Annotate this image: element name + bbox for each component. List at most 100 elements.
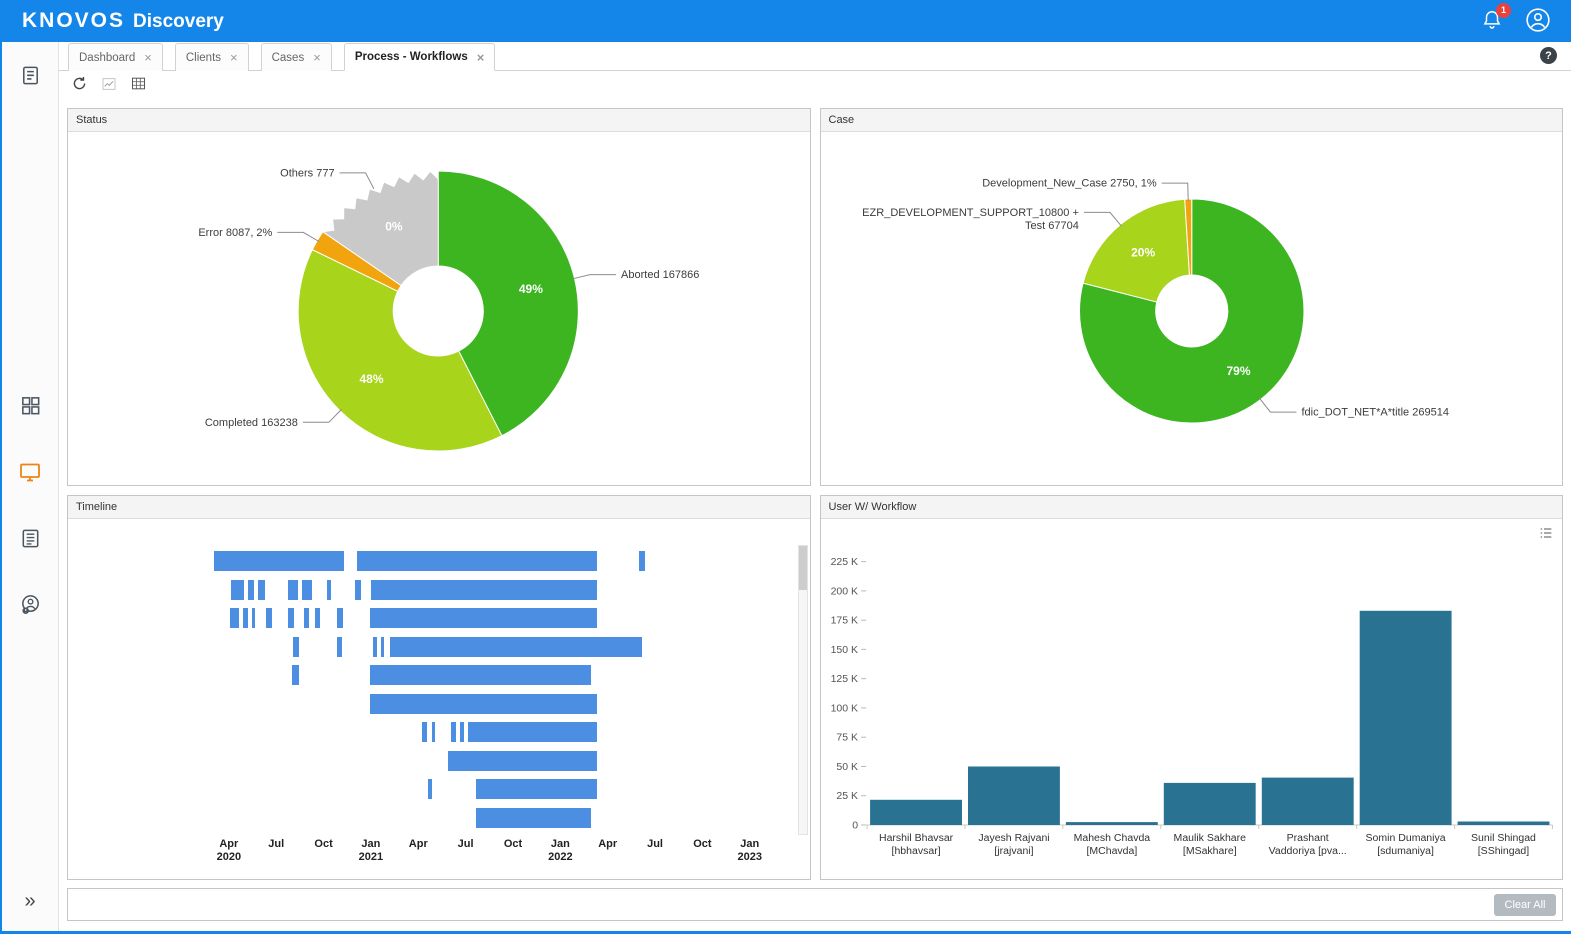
timeline-bar[interactable] <box>231 579 244 600</box>
panel-timeline-header: Timeline <box>68 496 810 519</box>
timeline-bar[interactable] <box>251 608 256 628</box>
bar-harshil-bhavsar[interactable] <box>869 799 962 825</box>
help-button[interactable]: ? <box>1540 47 1557 64</box>
timeline-bar[interactable] <box>475 779 597 799</box>
sidebar-item-dashboard[interactable] <box>13 388 48 426</box>
bar-category-label: Sunil Shingad <box>1471 832 1536 844</box>
sidebar-item-documents[interactable] <box>13 58 48 96</box>
timeline-bar[interactable] <box>336 636 342 657</box>
timeline-bar[interactable] <box>304 608 309 628</box>
bar-mahesh-chavda[interactable] <box>1065 822 1158 825</box>
timeline-bar[interactable] <box>380 636 385 657</box>
pie-label-connector <box>572 274 617 280</box>
pie-slice-aborted[interactable] <box>437 170 579 437</box>
timeline-bar[interactable] <box>638 551 645 571</box>
bar-category-sublabel: [SShingad] <box>1477 845 1529 857</box>
pie-slice-ezr-development-support-10800-test[interactable] <box>1081 198 1190 303</box>
timeline-bar[interactable] <box>247 579 255 600</box>
timeline-axis-label: Jan 2023 <box>737 838 763 863</box>
timeline-bar[interactable] <box>258 579 265 600</box>
pie-label-connector <box>1161 182 1189 202</box>
pie-slice-fdic-dot-net-a-title[interactable] <box>1078 198 1304 424</box>
tab-close-icon[interactable]: × <box>230 50 238 65</box>
timeline-bar[interactable] <box>369 665 591 685</box>
user-profile-button[interactable] <box>1525 7 1551 36</box>
timeline-bar[interactable] <box>266 608 272 628</box>
bar-maulik-sakhare[interactable] <box>1163 782 1256 825</box>
timeline-bar[interactable] <box>373 636 378 657</box>
timeline-bar[interactable] <box>431 722 436 742</box>
timeline-bar[interactable] <box>292 665 299 685</box>
tab-clients[interactable]: Clients × <box>174 43 249 71</box>
bar-somin-dumaniya[interactable] <box>1359 610 1452 825</box>
bar-jayesh-rajvani[interactable] <box>967 766 1060 826</box>
tab-label: Process - Workflows <box>354 51 468 63</box>
timeline-bar[interactable] <box>448 750 597 771</box>
timeline-bar[interactable] <box>451 722 457 742</box>
pie-outer-label: Others 777 <box>280 167 334 179</box>
pie-slice-completed[interactable] <box>297 248 503 452</box>
timeline-bar[interactable] <box>369 693 597 714</box>
timeline-bar[interactable] <box>292 636 299 657</box>
pie-slice-others[interactable] <box>321 170 439 287</box>
product-name: Discovery <box>133 11 224 32</box>
user-profile-icon <box>1525 7 1551 36</box>
bar-category-sublabel: [MChavda] <box>1086 845 1137 857</box>
sidebar-expand-button[interactable]: » <box>18 885 41 917</box>
timeline-scrollbar[interactable] <box>797 545 808 835</box>
pie-slice-development-new-case[interactable] <box>1183 198 1192 276</box>
timeline-bar[interactable] <box>243 608 248 628</box>
tab-close-icon[interactable]: × <box>144 50 152 65</box>
timeline-bar[interactable] <box>356 551 597 571</box>
timeline-bar[interactable] <box>213 551 344 571</box>
timeline-bar[interactable] <box>370 579 597 600</box>
bar-sunil-shingad[interactable] <box>1457 821 1549 826</box>
notifications-button[interactable]: 1 <box>1481 2 1511 34</box>
timeline-bar[interactable] <box>467 722 597 742</box>
app-logo: KNOVOS Discovery <box>22 9 224 33</box>
bar-prashant[interactable] <box>1261 777 1354 825</box>
bar-y-axis-label: 200 K <box>830 585 857 597</box>
sidebar-item-reports[interactable] <box>13 521 48 559</box>
tab-dashboard[interactable]: Dashboard × <box>68 43 163 71</box>
tab-strip: Dashboard × Clients × Cases × Process - Workfl… <box>59 42 1571 71</box>
legend-toggle-button[interactable] <box>1538 525 1554 544</box>
timeline-bar[interactable] <box>287 608 294 628</box>
pie-label-connector <box>339 172 375 190</box>
timeline-bar[interactable] <box>326 579 331 600</box>
timeline-plot <box>72 547 792 837</box>
timeline-bar[interactable] <box>301 579 312 600</box>
timeline-bar[interactable] <box>355 579 361 600</box>
sidebar: » <box>2 42 59 931</box>
timeline-bar[interactable] <box>315 608 320 628</box>
bar-category-label: Maulik Sakhare <box>1173 832 1246 844</box>
clear-all-button[interactable]: Clear All <box>1494 893 1556 916</box>
timeline-scrollbar-thumb[interactable] <box>798 546 807 590</box>
timeline-axis: Apr 2020 Jul Oct Jan 2021 Apr Jul Oct Jan 2022 Apr J… <box>72 838 792 874</box>
grid-view-button[interactable] <box>128 73 149 97</box>
timeline-bar[interactable] <box>287 579 298 600</box>
tab-cases[interactable]: Cases × <box>260 43 332 71</box>
timeline-bar[interactable] <box>428 779 433 799</box>
sidebar-item-process-monitor[interactable] <box>12 454 48 493</box>
panel-status-header: Status <box>68 109 810 132</box>
bar-y-axis-label: 225 K <box>830 556 857 568</box>
refresh-button[interactable] <box>69 73 90 97</box>
panel-case-header: Case <box>820 109 1562 132</box>
timeline-bar[interactable] <box>369 608 597 628</box>
pie-outer-label: Aborted 167866 <box>621 269 699 281</box>
tab-process-workflows[interactable]: Process - Workflows × <box>343 43 496 71</box>
timeline-bar[interactable] <box>475 807 591 828</box>
user-workflow-bar-chart: 0 25 K 50 K 75 K 100 K 125 K 150 K 175 K 200 K 22… <box>830 556 1553 857</box>
bar-y-axis-label: 25 K <box>836 790 858 802</box>
tab-close-icon[interactable]: × <box>476 49 485 65</box>
timeline-bar[interactable] <box>422 722 428 742</box>
timeline-bar[interactable] <box>230 608 239 628</box>
tab-close-icon[interactable]: × <box>313 50 321 65</box>
chart-view-button[interactable] <box>99 74 119 97</box>
timeline-bar[interactable] <box>390 636 642 657</box>
sidebar-item-user-account[interactable] <box>13 587 48 625</box>
timeline-bar[interactable] <box>459 722 465 742</box>
panel-title: Timeline <box>76 501 118 513</box>
timeline-bar[interactable] <box>337 608 343 628</box>
